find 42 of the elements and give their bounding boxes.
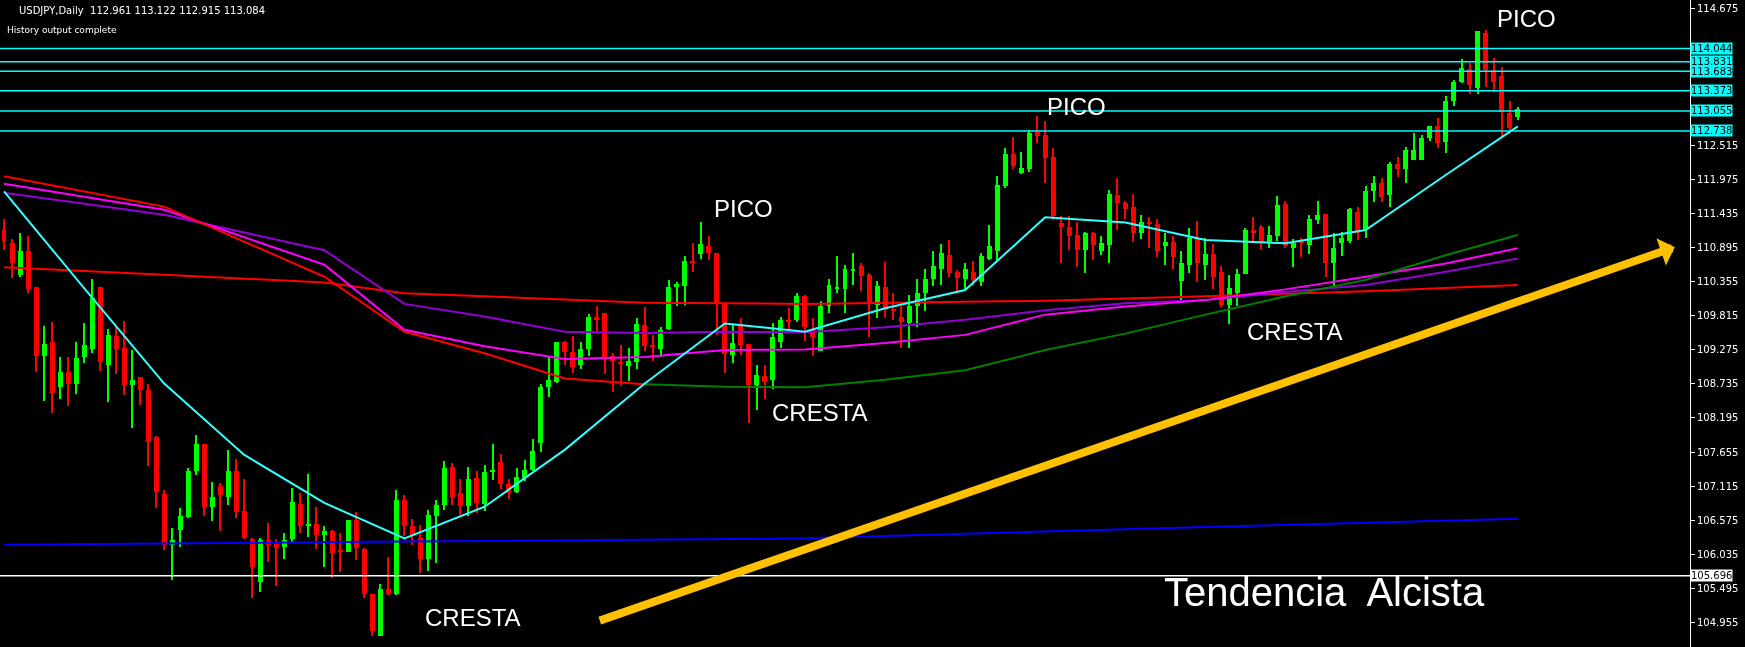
y-tick-label: 106.035 [1697,548,1739,560]
y-tick-label: 109.815 [1697,310,1739,322]
y-tick-label: 107.655 [1697,446,1739,458]
y-tick-label: 112.515 [1697,139,1739,151]
annotation: PICO [1497,5,1556,32]
y-tick-label: 108.735 [1697,378,1739,390]
y-tick-label: 104.955 [1697,617,1739,629]
ref-line-label: 113.373 [1691,85,1733,96]
y-tick-label: 110.355 [1697,275,1739,287]
candlestick [130,350,135,428]
annotation: Tendencia Alcista [1164,570,1485,614]
y-tick-label: 107.115 [1697,480,1739,492]
candlestick [851,253,855,285]
y-tick-label: 111.435 [1697,207,1739,219]
candlestick [490,444,495,480]
ref-line-label: 105.696 [1691,570,1733,581]
line-series [3,125,1519,540]
line-series [3,517,1519,546]
annotation: PICO [714,195,773,222]
candlestick [690,243,695,272]
line-series [643,234,1519,389]
annotation: History output complete [7,25,117,35]
candlestick [338,533,343,572]
ref-line-label: 113.831 [1691,56,1733,67]
annotation: CRESTA [425,604,521,631]
candlestick [306,474,311,537]
candlestick [835,256,839,293]
y-tick-label: 105.495 [1697,583,1739,595]
ref-line-label: 114.044 [1691,43,1733,54]
annotation: CRESTA [772,399,868,426]
ref-line-label: 113.055 [1691,105,1733,116]
y-tick-label: 114.675 [1697,3,1739,15]
line-series [3,182,1519,360]
ref-line-label: 112.738 [1691,125,1733,136]
annotation: USDJPY,Daily 112.961 113.122 112.915 113.084 [19,5,266,16]
y-tick-label: 109.275 [1697,344,1739,356]
ref-line-label: 113.683 [1691,66,1733,77]
y-tick-label: 108.195 [1697,412,1739,424]
y-tick-label: 110.895 [1697,241,1739,253]
y-tick-label: 106.575 [1697,514,1739,526]
y-tick-label: 111.975 [1697,173,1739,185]
annotation: CRESTA [1247,318,1343,345]
